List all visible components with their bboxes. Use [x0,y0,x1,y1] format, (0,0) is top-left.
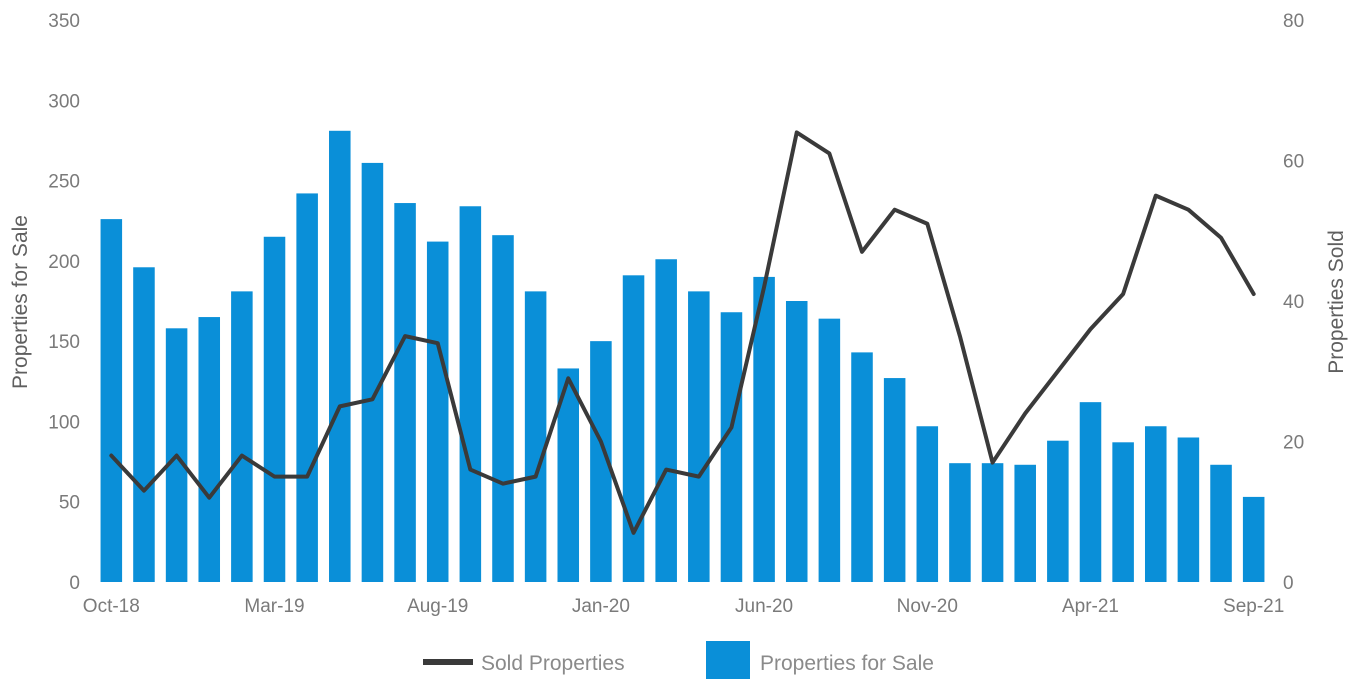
x-tick-label: Sep-21 [1223,596,1284,617]
bar-jan-20 [590,341,612,582]
bar-aug-20 [818,318,841,582]
x-tick-label: Nov-20 [897,596,958,617]
bar-feb-20 [622,275,645,582]
bar-aug-19 [426,241,449,582]
right-tick-label: 0 [1283,573,1294,594]
bar-sep-21 [1242,496,1265,582]
bar-jan-21 [981,463,1004,582]
bar-nov-19 [524,291,547,582]
bar-jun-21 [1144,426,1167,582]
left-tick-label: 150 [48,332,80,353]
bar-sep-20 [851,352,873,582]
left-tick-label: 50 [59,493,80,514]
bar-oct-18 [100,219,123,583]
bar-may-19 [329,130,351,583]
bar-feb-21 [1014,464,1036,582]
bar-jul-21 [1177,437,1200,582]
legend: Sold Properties Properties for Sale [423,641,934,679]
x-tick-label: Jan-20 [572,596,630,617]
left-axis-ticks: 0 50 100 150 200 250 300 350 [48,11,80,594]
legend-label-properties-for-sale: Properties for Sale [760,652,934,675]
x-tick-label: Mar-19 [244,596,304,617]
x-tick-label: Aug-19 [407,596,468,617]
sold-properties-line [109,130,1256,535]
bar-apr-20 [688,291,710,582]
bar-nov-18 [133,267,155,582]
bar-nov-20 [916,426,939,582]
left-tick-label: 0 [69,573,80,594]
left-tick-label: 100 [48,412,80,433]
bar-oct-20 [883,378,906,582]
bar-jul-20 [785,301,808,582]
bar-jul-19 [394,203,416,583]
x-axis-ticks: Oct-18 Mar-19 Aug-19 Jan-20 Jun-20 Nov-20 Apr-… [83,596,1285,617]
bar-feb-19 [231,291,253,582]
right-tick-label: 60 [1283,152,1304,173]
bar-jun-20 [753,276,775,582]
x-tick-label: Apr-21 [1062,596,1119,617]
bar-mar-19 [263,236,286,582]
right-axis-title: Properties Sold [1325,230,1348,374]
legend-label-sold-properties: Sold Properties [481,652,625,675]
x-tick-label: Jun-20 [735,596,793,617]
legend-swatch-sold-properties [423,659,473,665]
left-tick-label: 350 [48,11,80,32]
right-tick-label: 80 [1283,11,1304,32]
bar-aug-21 [1210,464,1232,582]
bar-mar-20 [655,259,677,582]
bar-dec-19 [557,368,580,582]
legend-swatch-properties-for-sale [706,641,750,679]
bar-may-20 [720,312,743,582]
right-tick-label: 20 [1283,433,1304,454]
left-axis-title: Properties for Sale [9,215,32,389]
right-tick-label: 40 [1283,292,1304,313]
bar-may-21 [1112,442,1134,582]
bars-layer [100,130,1265,583]
right-axis-ticks: 0 20 40 60 80 [1283,11,1304,594]
x-tick-label: Oct-18 [83,596,140,617]
bar-mar-21 [1047,440,1069,582]
bar-sep-19 [459,206,482,582]
left-tick-label: 300 [48,91,80,112]
bar-jun-19 [361,162,384,582]
bar-apr-21 [1079,402,1102,582]
bar-oct-19 [492,235,514,583]
left-tick-label: 250 [48,172,80,193]
bar-dec-20 [949,463,971,582]
left-tick-label: 200 [48,252,80,273]
bar-apr-19 [296,193,318,583]
line-layer [109,130,1256,535]
bar-jan-19 [198,317,221,582]
